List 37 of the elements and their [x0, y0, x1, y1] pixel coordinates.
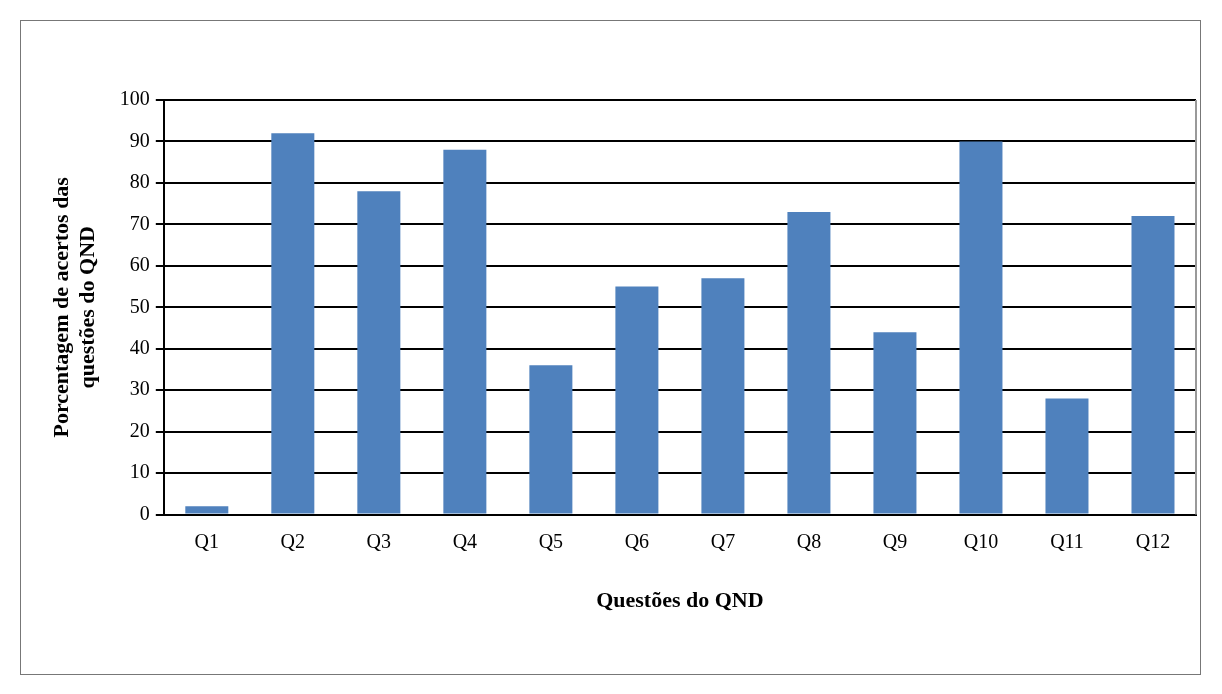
y-tick-label: 90: [129, 128, 150, 151]
y-tick-label: 50: [129, 294, 150, 317]
y-tick-label: 10: [129, 460, 150, 483]
bar: [873, 332, 917, 514]
y-tick-label: 100: [119, 87, 150, 110]
bar: [1131, 216, 1175, 514]
y-tick-label: 40: [129, 336, 150, 359]
x-tick-label: Q2: [280, 529, 306, 552]
y-tick-label: 70: [129, 211, 150, 234]
x-tick-label: Q12: [1135, 529, 1171, 552]
x-tick-label: Q1: [194, 529, 220, 552]
bar: [271, 133, 315, 514]
y-tick-label: 0: [139, 501, 150, 524]
y-axis-title: Porcentagem de acertos das questões do QND: [47, 176, 100, 438]
bar: [701, 278, 745, 514]
x-tick-label: Q5: [538, 529, 564, 552]
y-tick-label: 60: [129, 253, 150, 276]
bar: [357, 191, 401, 514]
bar: [787, 211, 831, 514]
x-tick-label: Q3: [366, 529, 392, 552]
x-tick-label: Q8: [796, 529, 822, 552]
bar: [529, 365, 573, 514]
x-tick-label: Q7: [710, 529, 736, 552]
x-tick-label: Q6: [624, 529, 650, 552]
x-tick-label: Q11: [1050, 529, 1084, 552]
x-axis-title: Questões do QND: [596, 587, 764, 613]
x-tick-label: Q10: [963, 529, 999, 552]
y-tick-label: 20: [129, 418, 150, 441]
bar: [615, 286, 659, 514]
x-tick-label: Q4: [452, 529, 478, 552]
x-tick-label: Q9: [882, 529, 908, 552]
bar: [959, 141, 1003, 514]
y-tick-label: 80: [129, 170, 150, 193]
bar: [1045, 398, 1089, 514]
bar: [443, 149, 487, 514]
y-tick-label: 30: [129, 377, 150, 400]
bar: [185, 506, 229, 514]
